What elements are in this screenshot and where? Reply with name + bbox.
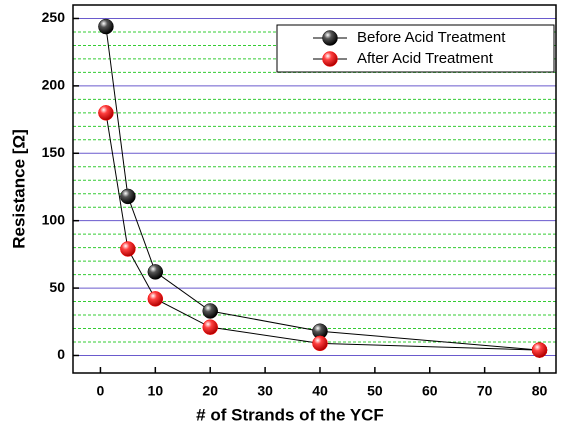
legend: Before Acid Treatment After Acid Treatmen… [276,24,555,73]
data-point [312,335,328,352]
plot-frame [72,4,557,374]
y-tick-label: 200 [42,77,66,93]
x-tick-label: 40 [312,383,328,399]
legend-marker [322,30,338,46]
legend-box [276,24,555,73]
data-point [120,188,136,205]
data-point [120,241,136,257]
y-tick-label: 0 [57,346,65,362]
x-tick-label: 0 [97,383,105,399]
legend-marker [322,51,338,67]
x-tick-label: 50 [367,383,383,399]
data-point [202,303,218,319]
y-tick-label: 50 [49,279,65,295]
series-line [105,26,540,351]
y-axis-label: Resistance [Ω] [9,129,28,248]
x-tick-label: 20 [202,383,218,399]
x-axis-label: # of Strands of the YCF [196,405,384,424]
y-tick-label: 100 [42,211,66,227]
x-tick-label: 10 [148,383,164,399]
y-tick-label: 150 [42,144,66,160]
legend-label: After Acid Treatment [357,50,494,67]
data-point [531,342,548,358]
x-tick-label: 70 [477,383,493,399]
data-point [147,291,164,307]
x-tick-label: 80 [532,383,548,399]
data-point [98,18,114,35]
legend-label: Before Acid Treatment [357,29,506,46]
series-line [105,112,540,351]
x-tick-label: 60 [422,383,438,399]
x-tick-label: 30 [257,383,273,399]
data-point [147,264,164,280]
data-point [98,105,114,121]
y-tick-label: 250 [42,9,66,25]
data-point [202,319,218,335]
